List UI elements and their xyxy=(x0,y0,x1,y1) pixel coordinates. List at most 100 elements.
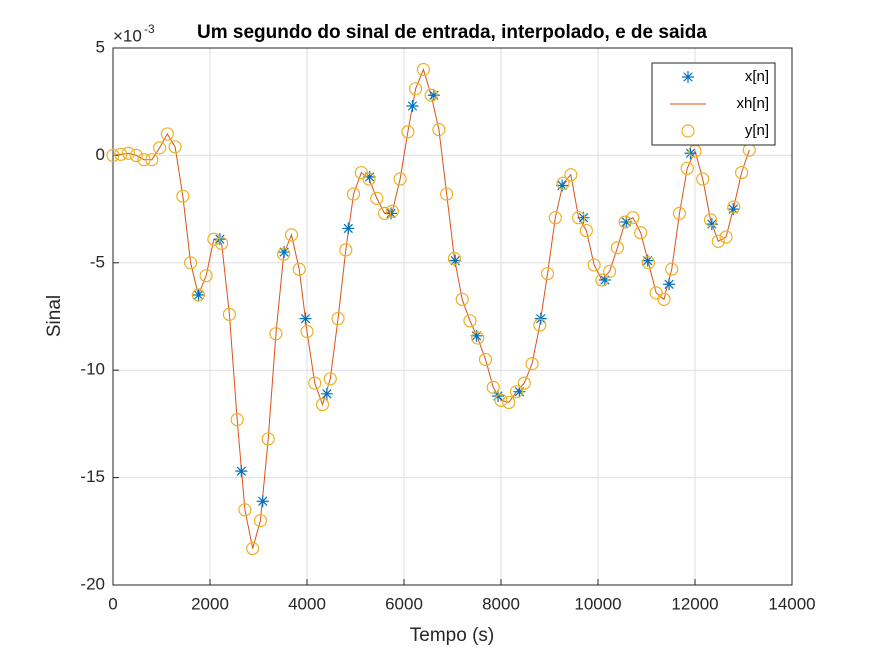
circle-marker xyxy=(564,168,578,182)
circle-marker xyxy=(331,312,345,326)
circle-marker xyxy=(323,372,337,386)
star-marker xyxy=(513,385,526,398)
x-tick-label: 4000 xyxy=(288,594,326,613)
circle-marker xyxy=(734,165,749,180)
y-tick-label: -20 xyxy=(80,574,105,593)
star-marker xyxy=(491,389,504,402)
star-marker xyxy=(705,218,718,231)
y-tick-label: 0 xyxy=(96,145,105,164)
y-tick-label: -10 xyxy=(80,360,105,379)
x-axis-label: Tempo (s) xyxy=(410,625,494,646)
circle-marker xyxy=(176,189,190,203)
circle-marker xyxy=(556,176,570,190)
x-tick-label: 2000 xyxy=(191,594,229,613)
legend: x[n] xh[n] y[n] xyxy=(651,62,776,146)
circle-marker xyxy=(308,376,322,390)
circle-marker xyxy=(649,286,663,300)
circle-marker xyxy=(184,256,198,270)
circle-marker xyxy=(517,376,531,390)
circle-marker xyxy=(121,146,136,160)
circle-marker xyxy=(238,503,252,517)
circle-marker xyxy=(525,357,539,371)
circle-marker xyxy=(114,147,128,161)
star-marker xyxy=(427,89,440,102)
circle-marker xyxy=(696,172,710,186)
circle-marker xyxy=(315,397,330,412)
circle-marker xyxy=(409,82,423,96)
circle-marker xyxy=(292,262,306,276)
circle-marker xyxy=(222,307,236,321)
circle-marker xyxy=(440,187,454,201)
circle-marker xyxy=(346,187,361,201)
circle-marker xyxy=(680,161,694,175)
star-marker xyxy=(663,278,676,291)
circle-marker xyxy=(447,251,462,266)
star-marker xyxy=(470,329,483,342)
circle-marker xyxy=(354,165,368,180)
star-marker xyxy=(342,222,355,235)
circle-marker xyxy=(424,88,438,102)
circle-marker xyxy=(571,211,586,225)
circle-marker xyxy=(587,258,601,272)
circle-marker xyxy=(168,140,182,154)
circle-marker xyxy=(533,318,547,332)
y-axis-label: Sinal xyxy=(44,295,65,337)
star-marker xyxy=(363,170,376,183)
star-marker xyxy=(577,211,590,224)
circle-marker xyxy=(665,262,679,276)
circle-marker xyxy=(160,127,174,141)
circle-marker xyxy=(455,292,469,306)
circle-marker xyxy=(548,211,562,225)
circle-marker xyxy=(207,232,221,246)
axes-box xyxy=(112,47,793,586)
y-exponent: ×10 xyxy=(113,26,142,45)
star-marker xyxy=(278,246,291,259)
circle-marker xyxy=(277,247,291,261)
circle-marker xyxy=(502,395,516,410)
circle-marker xyxy=(657,292,671,306)
x-tick-label: 12000 xyxy=(671,594,718,613)
star-marker xyxy=(235,465,248,478)
circle-marker xyxy=(152,141,167,155)
circle-marker xyxy=(727,200,741,214)
legend-label: xh[n] xyxy=(736,95,769,112)
circle-marker xyxy=(300,324,314,339)
circle-marker xyxy=(137,153,151,167)
circle-marker xyxy=(610,241,625,255)
star-marker xyxy=(256,495,269,508)
circle-marker xyxy=(385,204,399,218)
circle-marker xyxy=(370,191,384,205)
circle-marker xyxy=(339,243,353,257)
circle-marker xyxy=(711,234,725,248)
circle-marker xyxy=(284,228,299,242)
circle-marker xyxy=(641,256,656,270)
circle-marker xyxy=(199,269,213,283)
legend-marker xyxy=(682,71,694,83)
circle-marker xyxy=(634,226,648,240)
y-exponent-power: -3 xyxy=(144,22,155,36)
circle-marker xyxy=(230,413,244,427)
circle-marker xyxy=(362,172,376,186)
circle-marker xyxy=(486,380,500,394)
circle-marker xyxy=(401,125,415,139)
x-tick-label: 6000 xyxy=(385,594,423,613)
x-tick-label: 8000 xyxy=(482,594,520,613)
star-marker xyxy=(556,179,569,192)
star-marker xyxy=(620,215,633,228)
star-marker xyxy=(299,312,312,325)
circle-marker xyxy=(246,541,260,556)
circle-marker xyxy=(269,327,283,341)
y-tick-label: 5 xyxy=(96,37,105,56)
y-tick-label: -15 xyxy=(80,467,105,486)
legend-label: y[n] xyxy=(745,122,769,139)
circle-marker xyxy=(672,206,687,220)
x-tick-label: 0 xyxy=(108,594,117,613)
star-marker xyxy=(684,147,697,160)
legend-label: x[n] xyxy=(745,68,769,85)
circle-marker xyxy=(106,148,120,162)
star-marker xyxy=(641,254,654,267)
x-tick-label: 10000 xyxy=(574,594,621,613)
circle-marker xyxy=(215,236,229,251)
circle-marker xyxy=(463,314,477,328)
star-marker xyxy=(320,387,333,400)
